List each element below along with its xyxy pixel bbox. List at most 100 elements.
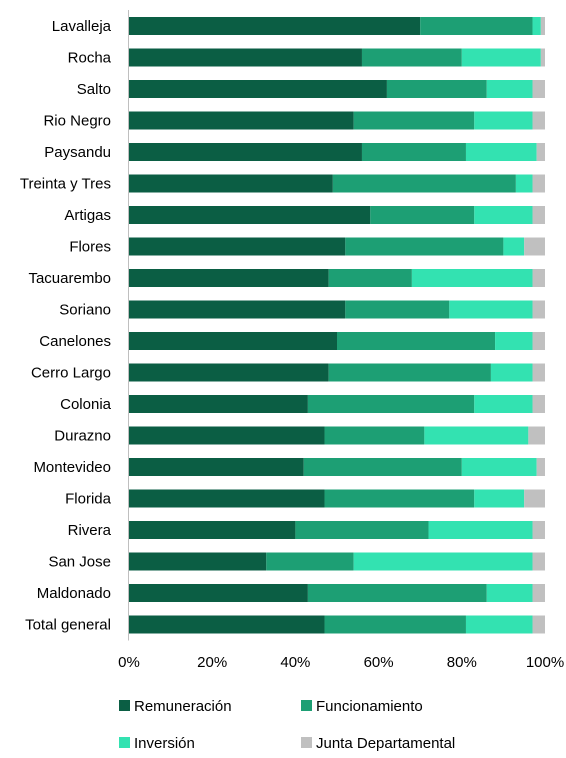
bar-segment-inversión-17 <box>353 552 533 571</box>
bar-segment-funcionamiento-6 <box>370 206 475 224</box>
bar-segment-remuneración-19 <box>129 615 325 634</box>
bar-segment-junta-departamental-9 <box>532 300 545 319</box>
bar-segment-remuneración-2 <box>129 80 387 98</box>
bar-segment-funcionamiento-10 <box>337 332 496 350</box>
bar-segment-inversión-11 <box>490 363 533 382</box>
bar-segment-junta-departamental-12 <box>532 395 545 413</box>
bar-segment-junta-departamental-14 <box>536 458 545 476</box>
bar-segment-funcionamiento-19 <box>324 615 466 634</box>
category-label: Total general <box>25 617 111 634</box>
bar-segment-junta-departamental-18 <box>532 584 545 602</box>
bar-segment-junta-departamental-17 <box>532 552 545 571</box>
bar-segment-funcionamiento-8 <box>328 269 412 287</box>
bar-segment-funcionamiento-3 <box>353 111 475 130</box>
bar-segment-inversión-0 <box>532 17 541 35</box>
bar-segment-junta-departamental-3 <box>532 111 545 130</box>
bar-segment-junta-departamental-16 <box>532 521 545 539</box>
bar-segment-funcionamiento-2 <box>386 80 487 98</box>
bar-segment-funcionamiento-5 <box>332 174 516 193</box>
bar-segment-inversión-1 <box>461 48 541 67</box>
bar-segment-remuneración-10 <box>129 332 337 350</box>
bar-segment-funcionamiento-13 <box>324 426 425 445</box>
bar-segment-inversión-5 <box>515 174 533 193</box>
bar-segment-remuneración-1 <box>129 48 362 67</box>
bar-segment-inversión-18 <box>486 584 533 602</box>
bar-segment-remuneración-7 <box>129 237 346 256</box>
bar-segment-remuneración-11 <box>129 363 329 382</box>
legend-swatch <box>119 700 130 711</box>
legend-label: Funcionamiento <box>316 698 423 715</box>
legend-swatch <box>119 737 130 748</box>
bar-segment-junta-departamental-11 <box>532 363 545 382</box>
x-tick-labels: 0% 20% 40% 60% 80% 100% <box>118 654 564 671</box>
bar-segment-junta-departamental-4 <box>536 143 545 161</box>
bar-segment-inversión-9 <box>449 300 533 319</box>
category-label: Durazno <box>54 428 111 445</box>
category-labels: Lavalleja Rocha Salto Rio Negro Paysandu Trei… <box>20 18 112 634</box>
category-label: Canelones <box>39 333 111 350</box>
bar-segment-funcionamiento-1 <box>361 48 462 67</box>
bar-segment-remuneración-16 <box>129 521 296 539</box>
bar-segment-junta-departamental-7 <box>524 237 545 256</box>
bar-segment-funcionamiento-14 <box>303 458 462 476</box>
bar-segment-funcionamiento-11 <box>328 363 491 382</box>
bar-segment-funcionamiento-7 <box>345 237 504 256</box>
x-tick-label: 0% <box>118 654 140 671</box>
bar-segment-funcionamiento-18 <box>307 584 487 602</box>
bar-segment-junta-departamental-0 <box>540 17 545 35</box>
category-label: Treinta y Tres <box>20 176 111 193</box>
bar-segment-remuneración-15 <box>129 489 325 508</box>
bar-segment-inversión-12 <box>474 395 533 413</box>
category-label: Rivera <box>68 522 112 539</box>
bar-segment-remuneración-3 <box>129 111 354 130</box>
bar-segment-junta-departamental-19 <box>532 615 545 634</box>
x-tick-label: 100% <box>526 654 564 671</box>
bar-segment-remuneración-12 <box>129 395 308 413</box>
bar-segment-remuneración-8 <box>129 269 329 287</box>
category-label: Rio Negro <box>43 113 111 130</box>
bar-segment-junta-departamental-2 <box>532 80 545 98</box>
legend-swatch <box>301 737 312 748</box>
bar-segment-inversión-4 <box>465 143 537 161</box>
bar-segment-inversión-19 <box>465 615 533 634</box>
category-label: Montevideo <box>33 459 111 476</box>
category-label: Paysandu <box>44 144 111 161</box>
bar-segment-funcionamiento-15 <box>324 489 475 508</box>
legend-label: Remuneración <box>134 698 232 715</box>
bar-segment-funcionamiento-12 <box>307 395 475 413</box>
bar-segment-junta-departamental-5 <box>532 174 545 193</box>
bars-group <box>129 17 545 634</box>
bar-segment-inversión-6 <box>474 206 533 224</box>
category-label: Salto <box>77 81 111 98</box>
x-tick-label: 80% <box>447 654 477 671</box>
bar-segment-inversión-14 <box>461 458 537 476</box>
x-tick-label: 60% <box>364 654 394 671</box>
category-label: Artigas <box>64 207 111 224</box>
bar-segment-inversión-7 <box>503 237 525 256</box>
bar-segment-remuneración-9 <box>129 300 346 319</box>
legend-swatch <box>301 700 312 711</box>
category-label: Rocha <box>68 50 112 67</box>
bar-segment-inversión-2 <box>486 80 533 98</box>
bar-segment-funcionamiento-0 <box>420 17 533 35</box>
bar-segment-remuneración-13 <box>129 426 325 445</box>
category-label: Soriano <box>59 302 111 319</box>
category-label: Maldonado <box>37 585 111 602</box>
category-label: San Jose <box>48 554 111 571</box>
legend: Remuneración Funcionamiento Inversión Junta… <box>119 698 455 752</box>
bar-segment-remuneración-17 <box>129 552 267 571</box>
bar-segment-inversión-10 <box>495 332 533 350</box>
bar-segment-inversión-15 <box>474 489 525 508</box>
bar-segment-remuneración-4 <box>129 143 362 161</box>
bar-segment-junta-departamental-8 <box>532 269 545 287</box>
bar-segment-junta-departamental-15 <box>524 489 545 508</box>
category-label: Lavalleja <box>52 18 112 35</box>
legend-label: Junta Departamental <box>316 735 455 752</box>
category-label: Tacuarembo <box>28 270 111 287</box>
bar-segment-funcionamiento-17 <box>266 552 354 571</box>
bar-segment-inversión-13 <box>424 426 529 445</box>
category-label: Colonia <box>60 396 112 413</box>
bar-segment-remuneración-5 <box>129 174 333 193</box>
bar-segment-junta-departamental-1 <box>540 48 545 67</box>
